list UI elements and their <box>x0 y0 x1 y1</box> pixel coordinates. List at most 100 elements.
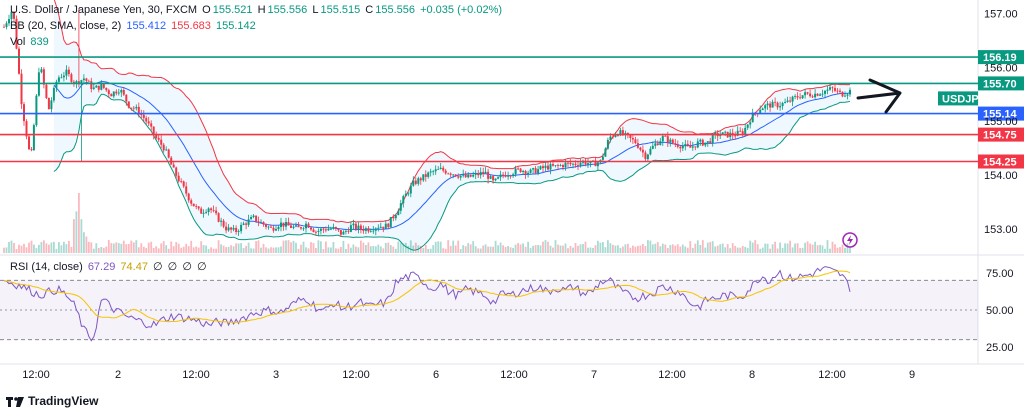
volume-bar <box>240 243 242 253</box>
tradingview-logo-icon <box>6 396 24 407</box>
candle <box>769 101 772 112</box>
candle-body <box>202 212 205 214</box>
candle-body <box>499 174 502 178</box>
candle-body <box>739 130 742 132</box>
candle <box>774 97 777 107</box>
candle-body <box>52 87 55 101</box>
candle-body <box>417 178 420 184</box>
candle <box>67 66 70 77</box>
candle-body <box>192 203 195 207</box>
level-label-3: 154.75 <box>983 130 1017 142</box>
candle <box>437 166 440 170</box>
candle-body <box>836 90 839 92</box>
candle <box>235 225 238 235</box>
candle-body <box>696 141 699 148</box>
volume-bar <box>617 245 619 253</box>
candle <box>412 176 415 187</box>
volume-bar <box>167 248 170 253</box>
high-label: H <box>257 4 266 16</box>
volume-bar <box>327 247 330 253</box>
candle-body <box>85 78 88 81</box>
volume-bar <box>624 244 627 253</box>
volume-bar <box>8 241 10 253</box>
volume-bar <box>604 247 607 253</box>
candle-body <box>579 162 582 166</box>
candle-body <box>127 101 130 108</box>
candle-body <box>619 130 622 136</box>
candle <box>819 93 822 97</box>
candle-body <box>489 176 492 179</box>
candle-body <box>87 80 90 82</box>
candle-body <box>846 94 849 96</box>
candle-body <box>532 168 535 170</box>
volume-bar <box>422 248 425 253</box>
candle-body <box>227 227 230 231</box>
candle-body <box>317 230 320 232</box>
candle <box>404 190 407 197</box>
candle-body <box>454 174 457 177</box>
candle <box>172 162 175 168</box>
volume-bar <box>512 248 514 253</box>
candle-body <box>137 106 140 115</box>
volume-bar <box>172 246 175 253</box>
candle-body <box>8 19 10 24</box>
candle <box>162 142 165 153</box>
candle-body <box>522 171 525 172</box>
candle <box>70 72 73 84</box>
candle-body <box>354 223 357 230</box>
tradingview-brand[interactable]: TradingView <box>6 394 98 408</box>
volume-bar <box>310 242 312 253</box>
candle <box>305 221 307 233</box>
candle <box>424 170 427 182</box>
volume-bar <box>322 249 325 253</box>
candle <box>791 95 794 107</box>
candle <box>290 222 292 229</box>
symbol-badge <box>938 91 978 106</box>
candle-body <box>706 141 709 143</box>
candle <box>482 167 485 177</box>
candle <box>192 203 195 207</box>
candle <box>746 124 749 130</box>
candle <box>492 174 495 184</box>
candle-body <box>826 89 829 91</box>
volume-bar <box>691 247 694 253</box>
candle <box>527 170 530 178</box>
candle-body <box>237 231 240 232</box>
candle <box>402 194 405 208</box>
level-label-1: 155.70 <box>983 78 1017 90</box>
volume-bar <box>734 245 737 253</box>
candle <box>364 226 367 234</box>
volume-bar <box>215 248 217 253</box>
candle-body <box>801 95 804 99</box>
volume-bar <box>452 240 455 253</box>
volume-bar <box>579 244 582 253</box>
candle-body <box>764 105 767 109</box>
candle-body <box>467 174 470 178</box>
candle-body <box>791 96 794 102</box>
candle-body <box>275 229 277 231</box>
volume-bar <box>120 243 123 253</box>
volume-bar <box>622 246 624 253</box>
volume-bar <box>582 244 584 253</box>
candle-body <box>649 148 652 155</box>
candle-body <box>631 138 634 140</box>
volume-bar <box>357 247 360 253</box>
volume-bar <box>754 240 757 253</box>
candle <box>547 162 549 171</box>
candle <box>477 170 480 178</box>
candle <box>105 87 108 92</box>
volume-bar <box>427 248 430 253</box>
volume-bar <box>382 248 385 253</box>
candle-body <box>5 23 8 27</box>
candle <box>831 86 834 93</box>
candle <box>587 158 589 168</box>
close-label: C <box>365 4 374 16</box>
volume-bar <box>267 248 270 253</box>
open-label: O <box>202 4 211 16</box>
candle <box>280 217 282 232</box>
candle-body <box>60 77 63 79</box>
volume-bar <box>731 243 734 253</box>
candle-body <box>100 84 103 90</box>
candle-body <box>766 103 769 106</box>
